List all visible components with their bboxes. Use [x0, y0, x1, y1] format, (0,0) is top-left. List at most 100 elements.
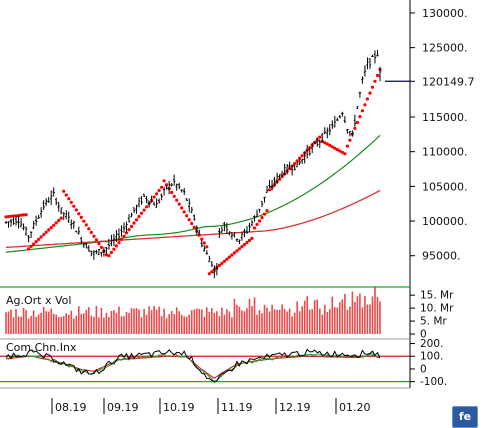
volume-bar — [198, 308, 201, 334]
volume-bar — [319, 308, 321, 334]
cci-smooth-line — [5, 353, 381, 384]
candle — [110, 234, 113, 247]
sar-dot — [227, 255, 231, 259]
sar-dot — [250, 236, 254, 240]
candle — [298, 158, 301, 165]
volume-bar — [42, 306, 45, 334]
candle — [32, 220, 35, 230]
candle — [185, 198, 188, 202]
candle — [228, 231, 231, 236]
x-tick-label: 11.19 — [221, 401, 253, 414]
brand-logo-icon[interactable]: fe — [452, 406, 478, 428]
sar-dot — [17, 213, 21, 218]
volume-bar — [211, 308, 213, 334]
volume-bar — [25, 309, 27, 334]
sar-dot — [94, 238, 98, 242]
volume-bar — [339, 302, 341, 334]
candle — [67, 211, 70, 223]
candle — [44, 198, 48, 207]
sar-dot — [247, 238, 252, 243]
sar-dot — [237, 247, 241, 251]
candle — [273, 176, 276, 187]
volume-bar — [268, 311, 271, 334]
volume-bar — [221, 307, 223, 334]
sar-dot — [122, 234, 126, 238]
candle — [331, 120, 334, 129]
sar-dot — [34, 240, 38, 244]
sar-dot — [117, 241, 121, 245]
volume-bar — [27, 318, 30, 334]
volume-bar — [306, 296, 308, 334]
sar-dot — [202, 241, 206, 245]
volume-bar — [113, 310, 115, 334]
volume-bar — [283, 308, 286, 334]
sar-dot — [373, 79, 377, 83]
sar-dot — [353, 126, 357, 130]
sar-dot — [265, 209, 269, 213]
sar-dot — [134, 218, 139, 222]
volume-bar — [130, 308, 133, 334]
volume-bar — [85, 309, 88, 334]
sar-dot — [112, 247, 116, 251]
volume-bar — [88, 307, 90, 334]
sar-dot — [87, 227, 91, 231]
candle — [112, 234, 116, 246]
candle — [265, 185, 269, 193]
candle — [378, 66, 382, 82]
candle — [34, 215, 38, 226]
candle — [200, 240, 203, 248]
volume-bar — [30, 315, 32, 334]
y-tick-label: 100000. — [422, 215, 468, 228]
sar-dot — [89, 230, 93, 234]
volume-bar — [163, 308, 165, 334]
candle — [303, 151, 306, 164]
candle — [225, 222, 229, 235]
candle — [205, 250, 209, 255]
volume-bar — [115, 313, 118, 334]
sar-dot — [57, 218, 61, 223]
volume-bar — [344, 293, 346, 334]
volume-bar — [165, 318, 168, 334]
volume-bar — [55, 314, 57, 334]
volume-bar — [128, 313, 130, 334]
candle — [117, 228, 121, 241]
volume-bar — [364, 296, 366, 334]
candle — [336, 117, 339, 122]
volume-bar — [148, 306, 150, 334]
candle — [361, 76, 364, 84]
volume-bar — [93, 316, 95, 334]
volume-bar — [133, 308, 135, 334]
sar-dot — [9, 214, 13, 218]
volume-bar — [293, 312, 296, 334]
candle — [308, 148, 311, 156]
volume-bar — [193, 309, 196, 334]
candle — [55, 197, 58, 206]
volume-bar — [231, 317, 233, 334]
volume-bar — [80, 313, 83, 334]
candle — [348, 130, 352, 137]
sar-dot — [370, 85, 375, 89]
candle — [278, 174, 281, 180]
volume-bar — [313, 300, 316, 334]
candle — [92, 250, 96, 260]
volume-bar — [7, 311, 10, 334]
volume-bar — [326, 312, 329, 334]
candle — [318, 139, 321, 148]
candle — [115, 230, 118, 243]
sar-dot — [205, 245, 209, 249]
candle — [223, 221, 226, 232]
volume-bar — [40, 312, 42, 334]
candle — [97, 249, 101, 256]
volume-bar — [233, 298, 236, 334]
volume-bar — [243, 311, 246, 334]
volume-bar — [251, 306, 253, 334]
volume-bar — [376, 297, 379, 334]
sar-dot — [54, 221, 58, 225]
candle — [351, 130, 354, 137]
cci-signal-line — [5, 355, 381, 379]
candle — [157, 198, 161, 204]
y-tick-label: 125000. — [422, 42, 468, 55]
candle — [220, 226, 224, 233]
y-tick-label: 120149.7 — [422, 75, 475, 88]
candle — [172, 174, 176, 186]
